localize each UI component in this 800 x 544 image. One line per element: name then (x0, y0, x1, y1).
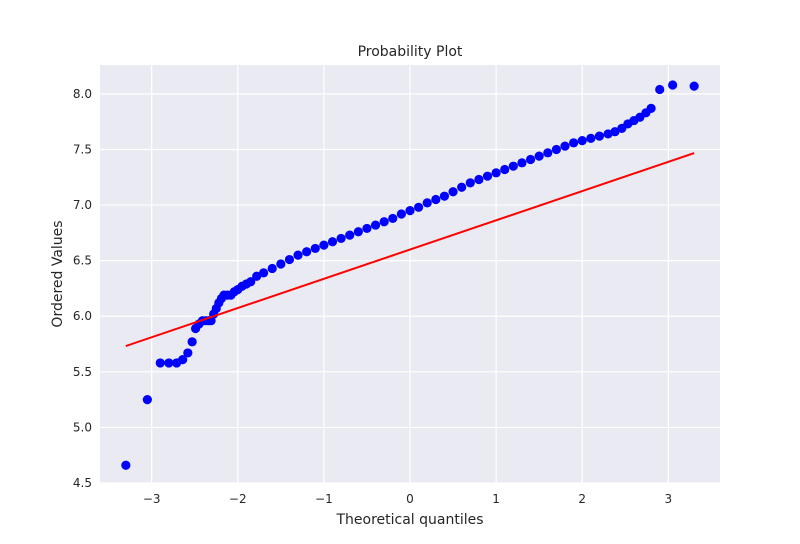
data-point (465, 178, 475, 188)
data-point (319, 240, 329, 250)
data-point (310, 243, 320, 254)
data-point (431, 194, 441, 205)
data-point (284, 254, 295, 265)
y-axis-label: Ordered Values (50, 220, 66, 327)
data-point (586, 133, 596, 143)
x-tick-label: 3 (665, 492, 673, 506)
data-point (388, 213, 398, 224)
data-point (379, 217, 389, 227)
data-point (405, 206, 415, 216)
data-point (164, 358, 174, 368)
data-point (276, 259, 286, 269)
grid-lines (100, 65, 720, 484)
data-point (302, 247, 312, 257)
x-tick-label: 1 (492, 492, 500, 506)
data-point (327, 237, 338, 247)
data-point (668, 80, 678, 90)
data-point (525, 154, 536, 165)
data-point (577, 135, 587, 146)
data-point (422, 198, 432, 208)
data-point (353, 227, 363, 237)
data-point (293, 250, 303, 260)
x-tick-label: −1 (315, 492, 333, 506)
y-tick-label: 5.0 (73, 420, 92, 434)
y-tick-label: 8.0 (73, 87, 92, 101)
data-point (655, 84, 665, 95)
data-point (646, 103, 656, 113)
data-point (551, 144, 561, 155)
data-point (362, 223, 372, 234)
data-point (534, 151, 544, 161)
data-point (689, 81, 699, 91)
x-tick-label: 0 (406, 492, 414, 506)
y-tick-label: 5.5 (73, 365, 92, 379)
x-tick-label: 2 (578, 492, 586, 506)
x-axis-label: Theoretical quantiles (335, 512, 483, 528)
data-point (560, 141, 570, 151)
data-point (246, 277, 256, 287)
data-point (543, 148, 553, 158)
data-point (508, 161, 518, 171)
data-points (121, 80, 699, 470)
data-point (491, 168, 501, 178)
data-point (396, 209, 406, 219)
y-tick-label: 7.5 (73, 142, 92, 156)
data-point (457, 182, 467, 192)
data-point (482, 171, 493, 181)
data-point (187, 337, 197, 347)
data-point (474, 174, 484, 185)
y-tick-label: 6.0 (73, 309, 92, 323)
data-point (259, 268, 269, 278)
data-point (594, 131, 605, 141)
y-tick-labels: 4.5 5.0 5.5 6.0 6.5 7.0 7.5 8.0 (73, 87, 92, 490)
data-point (121, 460, 131, 470)
data-point (155, 358, 165, 368)
y-tick-label: 6.5 (73, 254, 92, 268)
data-point (267, 263, 277, 274)
data-point (569, 138, 579, 148)
data-point (439, 191, 450, 201)
x-tick-label: −3 (143, 492, 161, 506)
data-point (183, 348, 193, 358)
data-point (517, 158, 527, 168)
data-point (370, 220, 381, 230)
data-point (448, 187, 458, 197)
x-tick-label: −2 (229, 492, 247, 506)
chart-title: Probability Plot (358, 44, 463, 60)
data-point (252, 271, 262, 281)
data-point (414, 202, 424, 212)
data-point (345, 230, 355, 240)
data-point (178, 355, 188, 365)
data-point (610, 127, 620, 137)
data-point (500, 164, 510, 175)
y-tick-label: 7.0 (73, 198, 92, 212)
y-tick-label: 4.5 (73, 476, 92, 490)
fit-line (125, 152, 695, 347)
data-point (336, 233, 346, 244)
fit-line-group (125, 152, 695, 347)
data-point (142, 395, 152, 405)
x-tick-labels: −3 −2 −1 0 1 2 3 (143, 492, 672, 506)
